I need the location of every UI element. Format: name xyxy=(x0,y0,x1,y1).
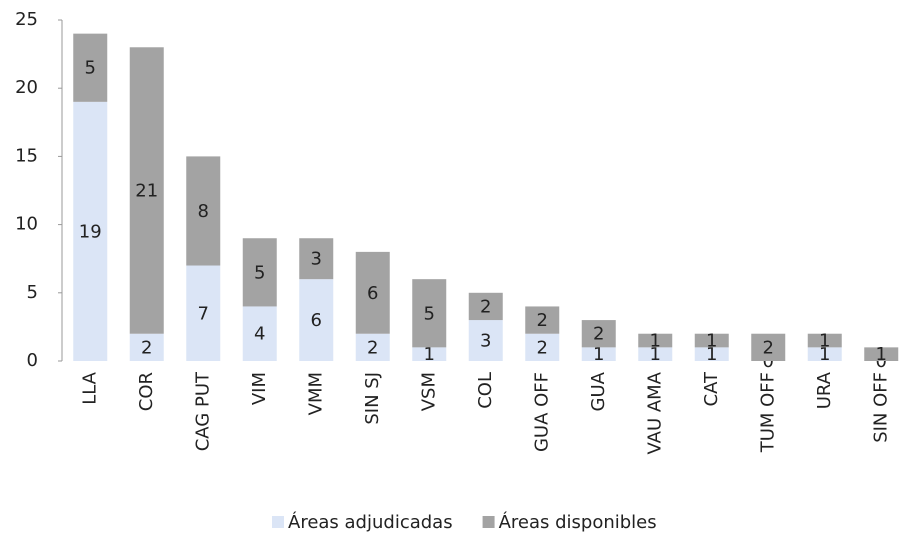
x-tick-label: SIN SJ xyxy=(362,372,383,425)
bar-segment xyxy=(242,238,277,307)
bar-segment xyxy=(638,333,673,348)
x-tick-label: VAU AMA xyxy=(644,371,665,454)
bar-segment xyxy=(694,333,729,348)
data-label: 6 xyxy=(311,310,322,331)
x-tick-label: GUA xyxy=(588,371,609,411)
data-label: 1 xyxy=(650,331,661,352)
x-tick-label: VIM xyxy=(249,372,270,405)
bar-segment xyxy=(412,279,447,348)
bar-segment xyxy=(129,47,164,334)
bar-segment xyxy=(186,156,221,266)
data-label: 0 xyxy=(763,351,774,372)
x-tick-label: COR xyxy=(136,372,157,411)
data-label: 2 xyxy=(367,337,378,358)
x-tick-label: CAG PUT xyxy=(192,371,213,451)
x-tick-label: SIN OFF xyxy=(870,372,891,443)
bar-segment xyxy=(242,306,277,361)
bar-segment xyxy=(299,238,334,280)
bar-segment xyxy=(581,347,616,361)
x-tick-label: TUM OFF xyxy=(757,372,778,453)
x-tick-label: CAT xyxy=(701,371,722,406)
x-tick-label: LLA xyxy=(79,371,100,404)
data-label: 2 xyxy=(537,337,548,358)
legend-swatch xyxy=(482,516,495,528)
data-label: 1 xyxy=(650,344,661,365)
bar-segment xyxy=(864,347,899,361)
x-tick-label: URA xyxy=(814,371,835,409)
x-tick-label: VSM xyxy=(418,372,439,411)
bar-segment xyxy=(638,347,673,361)
data-label: 19 xyxy=(79,221,102,242)
data-label: 3 xyxy=(480,331,491,352)
legend-swatch xyxy=(272,516,284,528)
data-label: 5 xyxy=(424,303,435,324)
data-label: 7 xyxy=(198,303,209,324)
bar-segment xyxy=(355,333,390,361)
data-label: 2 xyxy=(141,337,152,358)
data-label: 0 xyxy=(876,351,887,372)
bar-segment xyxy=(468,292,503,321)
data-label: 2 xyxy=(537,310,548,331)
y-tick-label: 0 xyxy=(27,350,38,371)
bar-segment xyxy=(807,347,842,361)
y-tick-label: 25 xyxy=(15,9,38,30)
data-label: 1 xyxy=(706,344,717,365)
x-tick-label: GUA OFF xyxy=(531,372,552,452)
y-tick-label: 20 xyxy=(15,77,38,98)
data-label: 5 xyxy=(254,262,265,283)
data-label: 21 xyxy=(135,181,158,202)
bar-segment xyxy=(468,320,503,361)
x-tick-label: COL xyxy=(475,372,496,409)
data-label: 1 xyxy=(706,331,717,352)
y-tick-label: 15 xyxy=(15,145,38,166)
bar-segment xyxy=(807,333,842,348)
data-label: 2 xyxy=(763,337,774,358)
bar-segment xyxy=(73,33,108,102)
data-label: 3 xyxy=(311,249,322,270)
data-label: 1 xyxy=(424,344,435,365)
data-label: 8 xyxy=(198,201,209,222)
bar-segment xyxy=(355,251,390,334)
bar-segment xyxy=(412,347,447,361)
data-label: 1 xyxy=(593,344,604,365)
data-label: 5 xyxy=(85,58,96,79)
data-label: 1 xyxy=(876,344,887,365)
bar-segment xyxy=(751,333,786,361)
bar-segment xyxy=(299,279,334,361)
data-label: 2 xyxy=(480,296,491,317)
bar-segment xyxy=(73,101,108,361)
legend-label: Áreas adjudicadas xyxy=(288,511,453,533)
data-label: 1 xyxy=(819,331,830,352)
bar-segment xyxy=(129,333,164,361)
y-tick-label: 10 xyxy=(15,214,38,235)
bar-segment xyxy=(581,320,616,348)
data-label: 6 xyxy=(367,283,378,304)
bar-segment xyxy=(186,265,221,361)
y-tick-label: 5 xyxy=(27,282,38,303)
bar-segment xyxy=(525,306,560,334)
data-label: 4 xyxy=(254,324,265,345)
data-label: 1 xyxy=(819,344,830,365)
x-tick-label: VMM xyxy=(305,372,326,415)
data-label: 2 xyxy=(593,324,604,345)
bar-segment xyxy=(525,333,560,361)
legend-label: Áreas disponibles xyxy=(499,511,657,533)
bar-segment xyxy=(694,347,729,361)
